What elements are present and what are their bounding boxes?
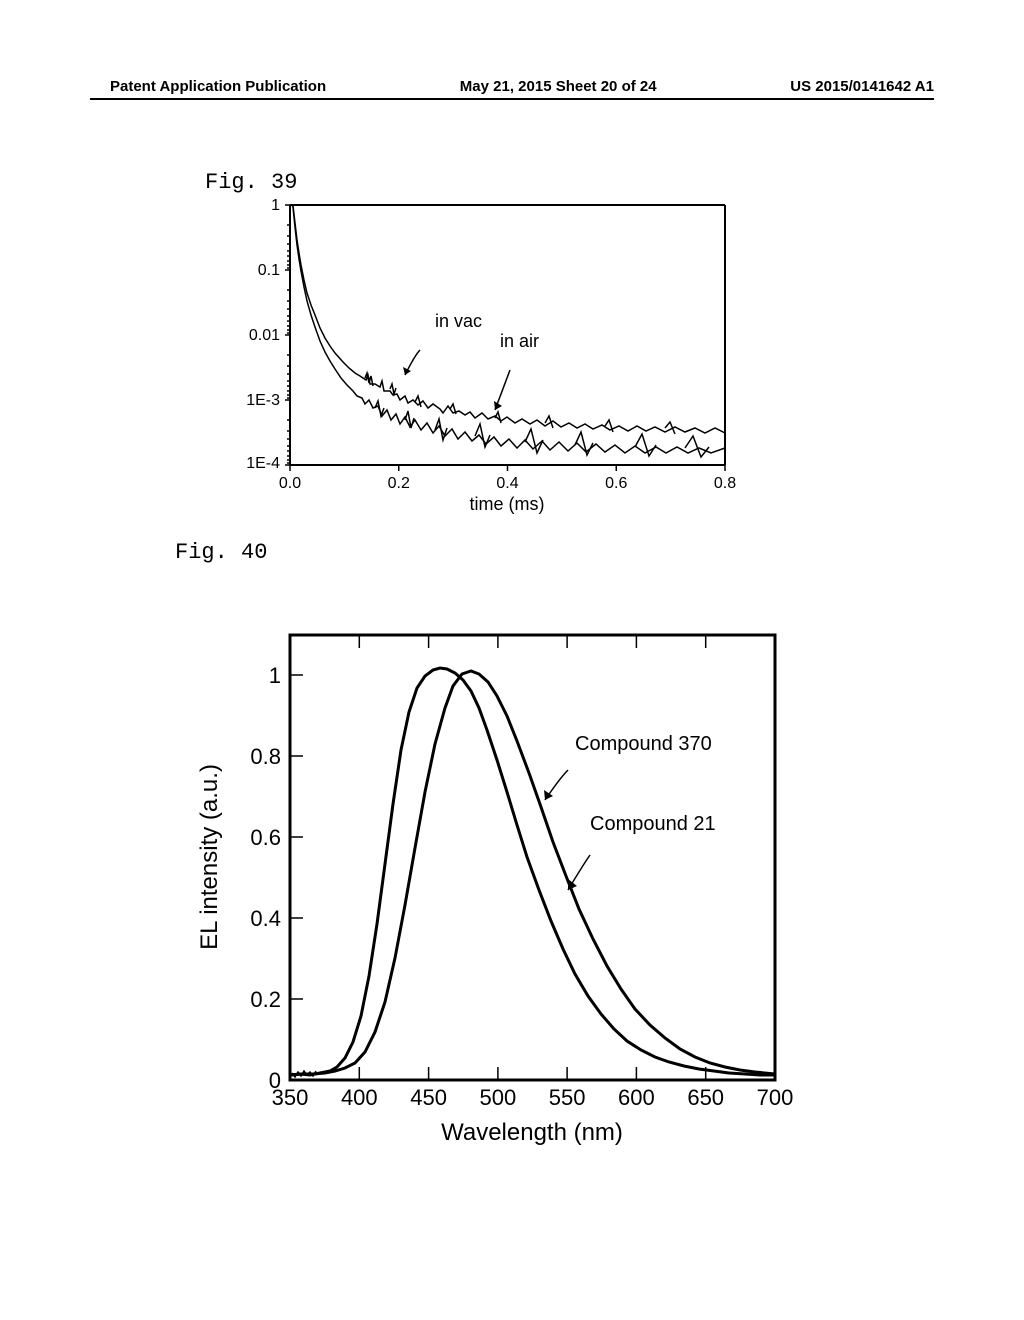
header-divider [90,98,934,100]
x-tick-500: 500 [480,1085,517,1110]
annotation-in-vac: in vac [435,311,482,331]
figure-40-label: Fig. 40 [175,540,267,565]
y-tick-0.8: 0.8 [250,744,281,769]
x-tick-0.6: 0.6 [605,475,627,492]
y-tick-0.2: 0.2 [250,987,281,1012]
x-axis-label: time (ms) [470,494,545,514]
curve-in-air [291,205,725,453]
y-tick-1e-3: 1E-3 [246,392,280,409]
annotation-compound-370: Compound 370 [575,733,712,755]
page-header: Patent Application Publication May 21, 2… [0,78,1024,95]
x-axis-label-40: Wavelength (nm) [441,1119,623,1146]
figure-40-chart: 0 0.2 0.4 0.6 0.8 1 350 400 450 500 550 … [175,620,805,1165]
x-tick-0.4: 0.4 [496,475,518,492]
annotation-compound-21: Compound 21 [590,813,716,835]
y-tick-1: 1 [269,663,281,688]
curve-compound-370 [290,668,775,1075]
header-center: May 21, 2015 Sheet 20 of 24 [460,78,657,95]
y-axis-label-40: EL intensity (a.u.) [196,764,223,950]
y-tick-1e-4: 1E-4 [246,455,280,472]
x-tick-350: 350 [272,1085,309,1110]
x-tick-450: 450 [410,1085,447,1110]
x-tick-0: 0.0 [279,475,301,492]
x-tick-600: 600 [618,1085,655,1110]
header-left: Patent Application Publication [110,78,326,95]
x-tick-650: 650 [687,1085,724,1110]
y-tick-0.01: 0.01 [249,327,280,344]
annotation-in-air: in air [500,331,539,351]
y-tick-0.1: 0.1 [258,262,280,279]
arrowhead-compound-21 [568,879,577,890]
x-tick-700: 700 [757,1085,794,1110]
figure-39-label: Fig. 39 [205,170,297,195]
arrowhead-in-vac [403,367,411,375]
y-tick-0.6: 0.6 [250,825,281,850]
x-tick-0.8: 0.8 [714,475,736,492]
x-tick-0.2: 0.2 [388,475,410,492]
y-tick-1: 1 [271,197,280,214]
figure-39-chart: 1 0.1 0.01 1E-3 1E-4 0.0 0.2 0.4 0.6 0.8… [235,195,740,515]
header-right: US 2015/0141642 A1 [790,78,934,95]
y-tick-0.4: 0.4 [250,906,281,931]
curve-in-vac [291,205,725,433]
x-tick-550: 550 [549,1085,586,1110]
x-tick-400: 400 [341,1085,378,1110]
